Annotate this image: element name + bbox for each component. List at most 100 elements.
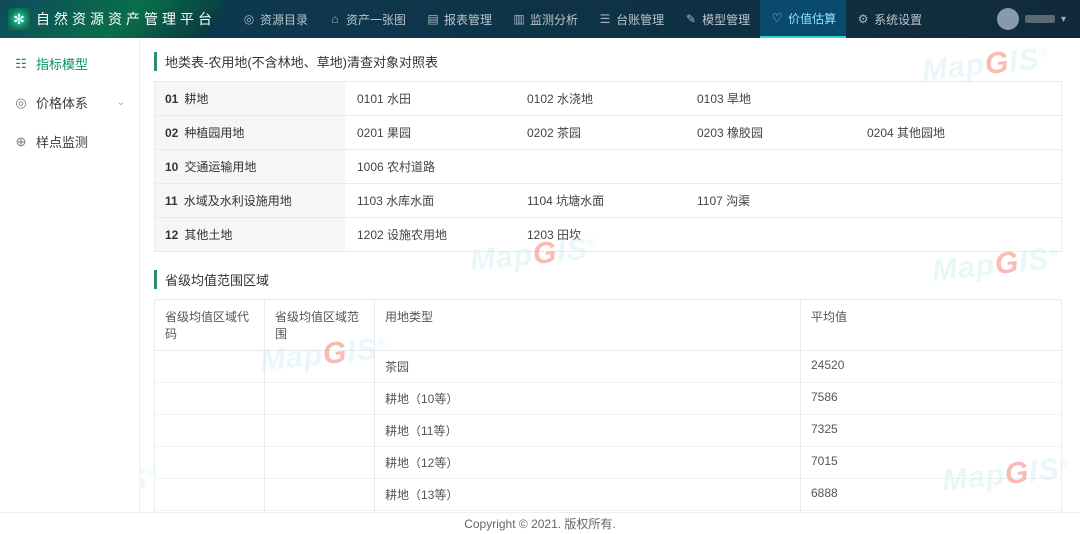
- land-row-head: 11水域及水利设施用地: [155, 184, 345, 217]
- sidebar-item-0[interactable]: ☷ 指标模型: [0, 44, 139, 83]
- land-cell: 0203 橡胶园: [693, 122, 863, 143]
- land-cell: 0103 旱地: [693, 88, 863, 109]
- nav-item-4[interactable]: ☰台账管理: [588, 0, 674, 38]
- nav-label: 报表管理: [444, 11, 492, 28]
- land-cells: 0101 水田0102 水浇地0103 旱地: [345, 82, 1061, 115]
- land-cell: [863, 199, 1033, 203]
- cell-avg-value: 24520: [801, 351, 1061, 382]
- sidebar-icon: ☷: [14, 56, 28, 72]
- land-cells: 1103 水库水面1104 坑塘水面1107 沟渠: [345, 184, 1061, 217]
- land-cell: [693, 165, 863, 169]
- cell-region-code: [155, 447, 265, 478]
- brand-icon: ✻: [8, 8, 30, 30]
- cell-region-range: [265, 447, 375, 478]
- cell-land-type: 耕地（14等）: [375, 511, 801, 512]
- land-cell: [863, 165, 1033, 169]
- cell-region-code: [155, 415, 265, 446]
- valuation-header: 省级均值区域代码 省级均值区域范围 用地类型 平均值: [155, 300, 1061, 351]
- valuation-row: 茶园24520: [155, 351, 1061, 383]
- nav-icon: ✎: [684, 12, 698, 26]
- valuation-row: 耕地（11等）7325: [155, 415, 1061, 447]
- nav-icon: ⌂: [328, 12, 342, 26]
- land-cells: 0201 果园0202 茶园0203 橡胶园0204 其他园地: [345, 116, 1061, 149]
- cell-avg-value: 6555: [801, 511, 1061, 512]
- land-cell: 0102 水浇地: [523, 88, 693, 109]
- col-land-type: 用地类型: [375, 300, 801, 350]
- nav-label: 台账管理: [616, 11, 664, 28]
- caret-down-icon: ▾: [1061, 14, 1066, 25]
- valuation-table: 省级均值区域代码 省级均值区域范围 用地类型 平均值 茶园24520耕地（10等…: [154, 299, 1062, 512]
- nav-icon: ◎: [242, 12, 256, 26]
- sidebar-label: 样点监测: [36, 132, 88, 151]
- cell-land-type: 耕地（12等）: [375, 447, 801, 478]
- sidebar-item-2[interactable]: ⊕样点监测: [0, 122, 139, 161]
- cell-region-range: [265, 351, 375, 382]
- land-class-table: 01耕地0101 水田0102 水浇地0103 旱地02种植园用地0201 果园…: [154, 81, 1062, 252]
- land-cells: 1202 设施农用地1203 田坎: [345, 218, 1061, 251]
- brand-title: 自然资源资产管理平台: [36, 9, 216, 29]
- valuation-row: 耕地（10等）7586: [155, 383, 1061, 415]
- cell-land-type: 耕地（13等）: [375, 479, 801, 510]
- cell-avg-value: 7586: [801, 383, 1061, 414]
- nav-icon: ▥: [512, 12, 526, 26]
- land-code: 12: [165, 228, 178, 242]
- land-cell: [863, 233, 1033, 237]
- user-block[interactable]: ▾: [983, 8, 1080, 30]
- shell: ☷指标模型◎价格体系⌄⊕样点监测 MapGIS® MapGIS® MapGIS®…: [0, 38, 1080, 512]
- user-name: [1025, 15, 1055, 23]
- sidebar-label: 价格体系: [36, 93, 88, 112]
- col-avg-value: 平均值: [801, 300, 1061, 350]
- valuation-row: 耕地（12等）7015: [155, 447, 1061, 479]
- cell-region-code: [155, 479, 265, 510]
- cell-region-range: [265, 479, 375, 510]
- land-row: 10交通运输用地1006 农村道路: [154, 150, 1062, 184]
- cell-region-code: [155, 351, 265, 382]
- footer: Copyright © 2021. 版权所有.: [0, 512, 1080, 534]
- nav-item-1[interactable]: ⌂ 资产一张图: [318, 0, 416, 38]
- sidebar-icon: ◎: [14, 95, 28, 111]
- nav-icon: ▤: [426, 12, 440, 26]
- cell-avg-value: 7015: [801, 447, 1061, 478]
- nav-item-7[interactable]: ⚙系统设置: [846, 0, 932, 38]
- sidebar-label: 指标模型: [36, 54, 88, 73]
- brand-block: ✻ 自然资源资产管理平台: [0, 0, 226, 38]
- land-cell: 1006 农村道路: [353, 156, 523, 177]
- chevron-down-icon: ⌄: [117, 97, 125, 108]
- sidebar: ☷ 指标模型 ◎ 价格体系 ⌄ ⊕样点监测: [0, 38, 140, 512]
- land-row-head: 01耕地: [155, 82, 345, 115]
- nav-label: 监测分析: [530, 11, 578, 28]
- land-row-head: 12其他土地: [155, 218, 345, 251]
- land-cell: 1103 水库水面: [353, 190, 523, 211]
- cell-region-range: [265, 383, 375, 414]
- col-region-range: 省级均值区域范围: [265, 300, 375, 350]
- col-region-code: 省级均值区域代码: [155, 300, 265, 350]
- land-row: 11水域及水利设施用地1103 水库水面1104 坑塘水面1107 沟渠: [154, 184, 1062, 218]
- land-cell: 1202 设施农用地: [353, 224, 523, 245]
- land-cells: 1006 农村道路: [345, 150, 1061, 183]
- nav-item-6[interactable]: ♡ 价值估算: [760, 0, 846, 38]
- sidebar-item-1[interactable]: ◎ 价格体系 ⌄: [0, 83, 139, 122]
- cell-land-type: 耕地（10等）: [375, 383, 801, 414]
- land-name: 水域及水利设施用地: [184, 192, 292, 209]
- land-row: 01耕地0101 水田0102 水浇地0103 旱地: [154, 81, 1062, 116]
- nav-label: 资源目录: [260, 11, 308, 28]
- nav-icon: ⚙: [856, 12, 870, 26]
- copyright: Copyright © 2021. 版权所有.: [464, 515, 616, 532]
- land-cell: [693, 233, 863, 237]
- land-cell: 0201 果园: [353, 122, 523, 143]
- land-cell: 1104 坑塘水面: [523, 190, 693, 211]
- land-row-head: 02种植园用地: [155, 116, 345, 149]
- land-code: 01: [165, 92, 178, 106]
- nav-label: 价值估算: [788, 10, 836, 27]
- land-cell: 1107 沟渠: [693, 190, 863, 211]
- nav-item-2[interactable]: ▤ 报表管理: [416, 0, 502, 38]
- cell-region-range: [265, 415, 375, 446]
- land-cell: [863, 97, 1033, 101]
- nav-item-0[interactable]: ◎ 资源目录: [232, 0, 318, 38]
- cell-avg-value: 7325: [801, 415, 1061, 446]
- nav-item-5[interactable]: ✎模型管理: [674, 0, 760, 38]
- land-row: 02种植园用地0201 果园0202 茶园0203 橡胶园0204 其他园地: [154, 116, 1062, 150]
- nav-icon: ♡: [770, 11, 784, 25]
- nav-item-3[interactable]: ▥ 监测分析: [502, 0, 588, 38]
- nav-label: 资产一张图: [346, 11, 406, 28]
